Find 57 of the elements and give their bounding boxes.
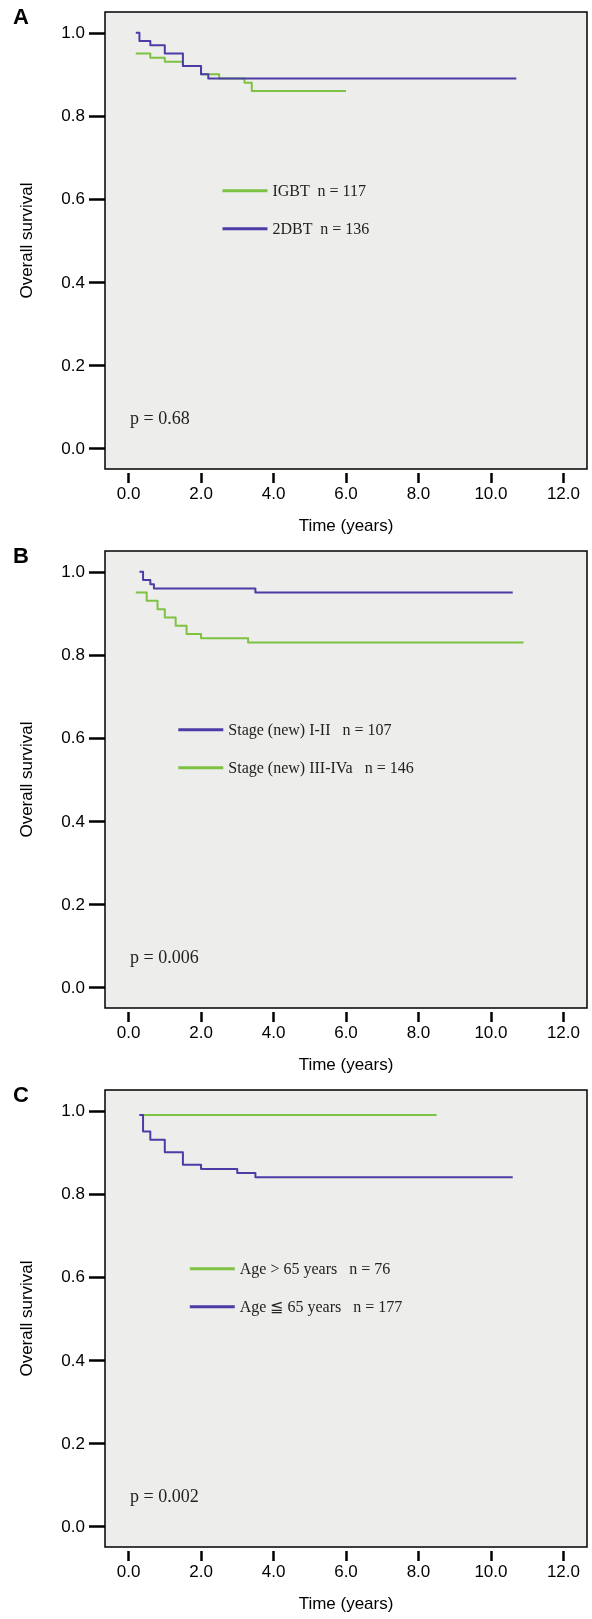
x-tick-label: 2.0 (189, 1562, 213, 1581)
x-axis-title: Time (years) (298, 1594, 394, 1613)
x-tick-label: 4.0 (261, 1562, 286, 1581)
x-tick-label: 4.0 (261, 484, 286, 503)
y-tick-label: 0.2 (61, 1433, 85, 1453)
x-tick-label: 12.0 (546, 1023, 580, 1042)
x-tick-label: 12.0 (546, 484, 580, 503)
x-tick-label: 12.0 (546, 1562, 580, 1581)
x-axis-title: Time (years) (298, 1055, 394, 1074)
x-tick-label: 8.0 (406, 484, 431, 503)
y-tick-label: 0.4 (61, 272, 85, 292)
x-tick-label: 6.0 (334, 1562, 358, 1581)
legend-label: IGBT n = 117 (272, 182, 366, 200)
y-tick-label: 1.0 (61, 23, 85, 43)
y-tick-label: 0.8 (61, 1184, 85, 1204)
x-tick-label: 0.0 (116, 1562, 141, 1581)
y-tick-label: 0.0 (61, 977, 85, 997)
legend-label: Age > 65 years n = 76 (239, 1260, 391, 1279)
y-tick-label: 0.8 (61, 645, 85, 665)
legend-label: 2DBT n = 136 (272, 220, 370, 238)
y-tick-label: 0.4 (61, 811, 85, 831)
y-tick-label: 0.2 (61, 355, 85, 375)
x-axis-title: Time (years) (298, 516, 394, 535)
legend-label: Stage (new) I-II n = 107 (228, 721, 392, 740)
x-tick-label: 4.0 (261, 1023, 286, 1042)
x-tick-label: 6.0 (334, 1023, 358, 1042)
y-tick-label: 0.0 (61, 1516, 85, 1536)
x-tick-label: 2.0 (189, 1023, 213, 1042)
x-tick-label: 10.0 (474, 1562, 508, 1581)
legend-label: Stage (new) III-IVa n = 146 (228, 759, 414, 778)
chart-title: C (13, 1081, 29, 1107)
chart-title: B (13, 542, 29, 568)
y-tick-label: 1.0 (61, 1101, 85, 1121)
y-tick-label: 0.4 (61, 1350, 85, 1370)
y-axis-title: Overall survival (17, 721, 36, 838)
x-tick-label: 2.0 (189, 484, 213, 503)
x-tick-label: 0.0 (116, 484, 141, 503)
x-tick-label: 6.0 (334, 484, 358, 503)
y-tick-label: 0.2 (61, 894, 85, 914)
annotation: p = 0.68 (130, 408, 190, 428)
y-axis-title: Overall survival (17, 1260, 36, 1377)
x-tick-label: 10.0 (474, 484, 508, 503)
y-tick-label: 0.6 (61, 728, 85, 748)
y-tick-label: 0.6 (61, 1267, 85, 1287)
legend-label: Age ≦ 65 years n = 177 (239, 1298, 403, 1317)
x-tick-label: 8.0 (406, 1023, 431, 1042)
annotation: p = 0.002 (130, 1486, 199, 1506)
y-tick-label: 0.0 (61, 438, 85, 458)
x-tick-label: 8.0 (406, 1562, 431, 1581)
y-tick-label: 0.8 (61, 106, 85, 126)
y-tick-label: 0.6 (61, 189, 85, 209)
y-tick-label: 1.0 (61, 562, 85, 582)
chart-title: A (13, 3, 29, 29)
x-tick-label: 10.0 (474, 1023, 508, 1042)
x-tick-label: 0.0 (116, 1023, 141, 1042)
y-axis-title: Overall survival (17, 182, 36, 299)
annotation: p = 0.006 (130, 947, 199, 967)
